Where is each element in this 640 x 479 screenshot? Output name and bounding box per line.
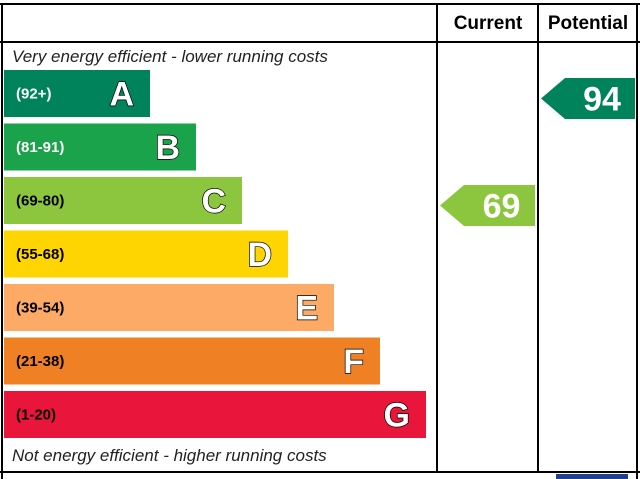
rating-bands: (92+) A (81-91) B (69-80) C (55-68) D (39-54) E (2… xyxy=(4,70,426,438)
top-efficiency-note: Very energy efficient - lower running co… xyxy=(12,47,328,66)
band-letter-label: F xyxy=(343,343,364,381)
band-letter-label: E xyxy=(295,290,318,328)
potential-arrow-shape xyxy=(541,78,635,119)
band-f: (21-38) F xyxy=(4,337,380,385)
band-d: (55-68) D xyxy=(4,230,288,278)
potential-column-header: Potential xyxy=(548,13,628,34)
band-range-label: (1-20) xyxy=(16,407,56,424)
chart-frame xyxy=(0,3,640,479)
bottom-efficiency-note: Not energy efficient - higher running co… xyxy=(12,446,327,465)
band-range-label: (39-54) xyxy=(16,300,64,317)
potential-rating-arrow: 94 xyxy=(541,78,635,119)
band-letter-label: A xyxy=(109,76,134,114)
footer-mark xyxy=(556,474,628,479)
band-b: (81-91) B xyxy=(4,123,196,171)
band-range-label: (81-91) xyxy=(16,139,64,156)
band-range-label: (21-38) xyxy=(16,353,64,370)
rating-arrows: 69 94 xyxy=(440,78,635,226)
band-c: (69-80) C xyxy=(4,177,242,224)
band-bar-d xyxy=(4,230,288,278)
current-column-header: Current xyxy=(454,13,523,34)
current-rating-arrow: 69 xyxy=(440,185,535,226)
band-range-label: (69-80) xyxy=(16,193,64,210)
band-a: (92+) A xyxy=(4,70,150,117)
band-bar-e xyxy=(4,284,334,331)
band-g: (1-20) G xyxy=(4,391,426,438)
band-letter-label: B xyxy=(155,129,180,167)
band-range-label: (92+) xyxy=(16,86,51,103)
current-score-value: 69 xyxy=(483,188,521,226)
band-letter-label: D xyxy=(247,236,272,274)
band-range-label: (55-68) xyxy=(16,246,64,263)
band-bar-c xyxy=(4,177,242,224)
band-bar-g xyxy=(4,391,426,438)
band-letter-label: C xyxy=(201,183,226,221)
band-bar-f xyxy=(4,337,380,385)
band-bar-a xyxy=(4,70,150,117)
band-e: (39-54) E xyxy=(4,284,334,331)
current-arrow-shape xyxy=(440,185,535,226)
band-letter-label: G xyxy=(384,397,410,435)
band-bar-b xyxy=(4,123,196,171)
potential-score-value: 94 xyxy=(583,81,621,119)
